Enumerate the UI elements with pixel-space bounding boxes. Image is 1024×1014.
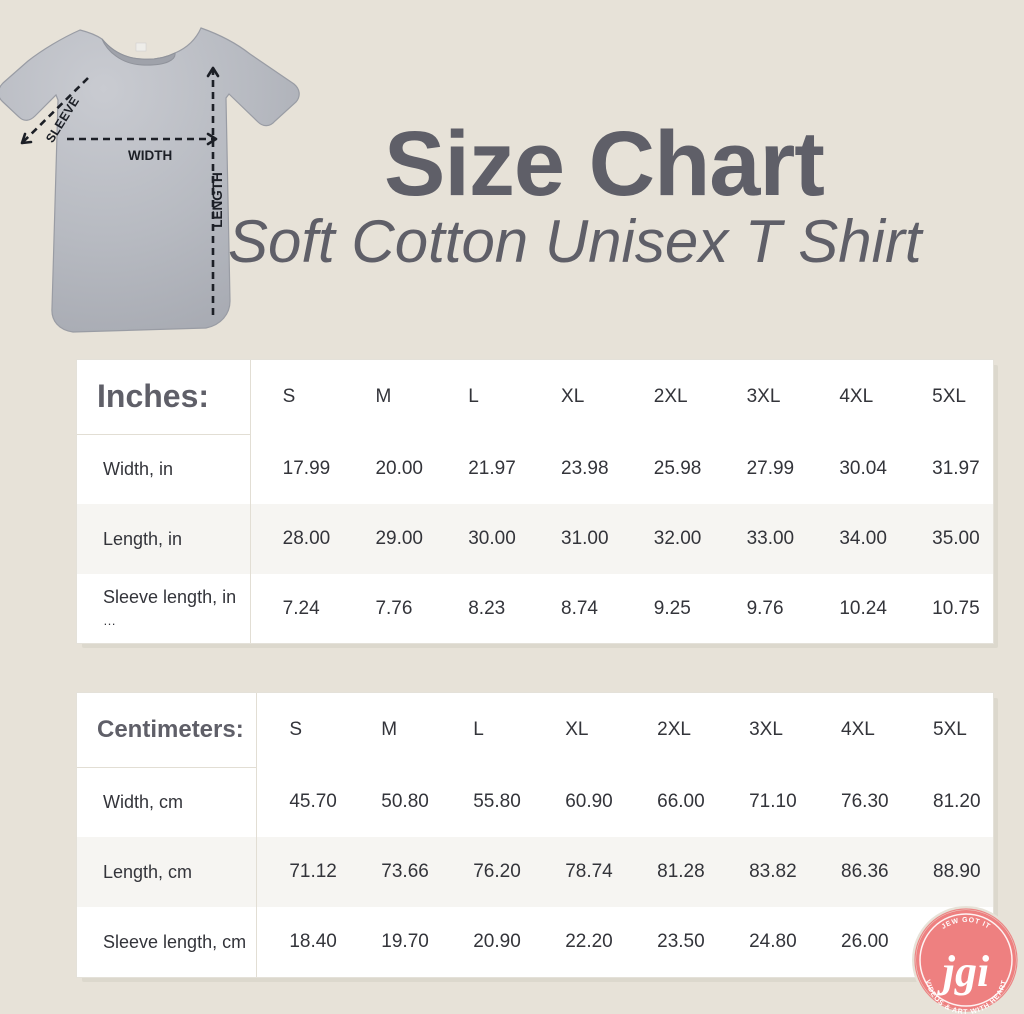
svg-text:WIDTH: WIDTH	[128, 148, 172, 163]
svg-text:LENGTH: LENGTH	[210, 172, 225, 228]
svg-text:jgi: jgi	[937, 947, 990, 996]
